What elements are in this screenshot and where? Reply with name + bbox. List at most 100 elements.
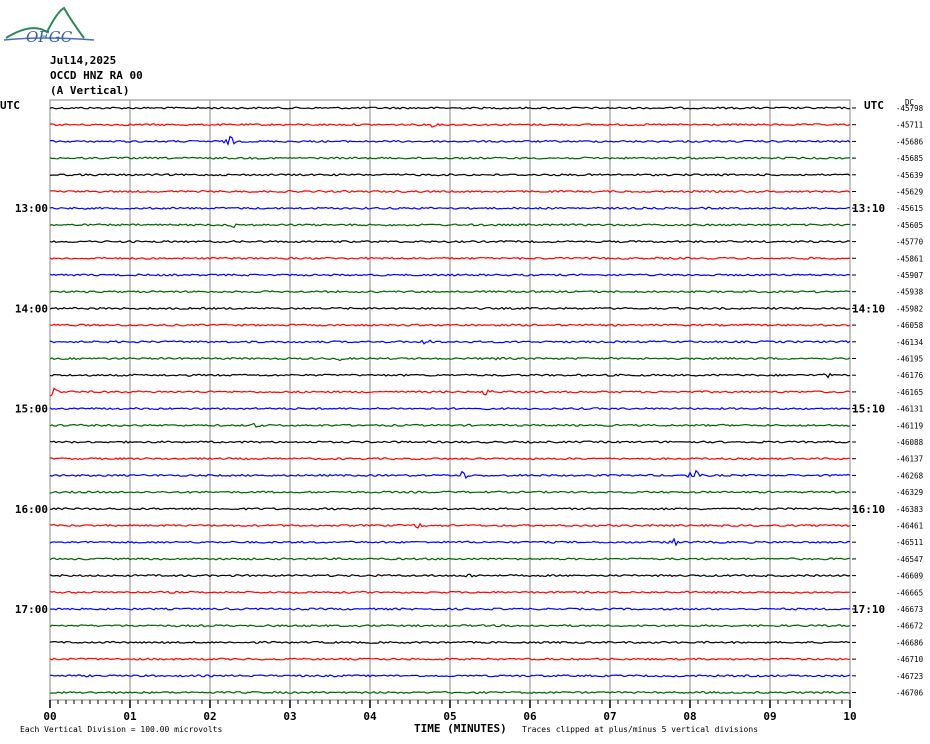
trace-line (49, 469, 851, 480)
left-hour-label: 14:00 (15, 302, 48, 315)
dc-offset-label: -46058 (896, 321, 924, 330)
dc-offset-label: -46383 (896, 505, 923, 514)
trace-line (49, 356, 851, 362)
dc-offset-label: -45770 (896, 238, 924, 247)
dc-offset-label: -45686 (896, 137, 924, 146)
left-hour-label: 15:00 (15, 403, 48, 416)
right-hour-label: 17:10 (852, 603, 885, 616)
dc-offset-label: -46329 (896, 488, 923, 497)
trace-line (49, 624, 851, 628)
dc-offset-label: -45861 (896, 254, 923, 263)
dc-offset-label: -45629 (896, 188, 923, 197)
dc-offset-label: -46686 (896, 638, 924, 647)
dc-offset-label: -46609 (896, 572, 923, 581)
dc-offset-label: -46137 (896, 455, 923, 464)
dc-label: DC (905, 98, 915, 107)
trace-line (49, 223, 851, 229)
trace-line (49, 173, 851, 177)
dc-offset-label: -46195 (896, 355, 923, 364)
trace-line (49, 537, 851, 547)
dc-offset-label: -46176 (896, 371, 924, 380)
dc-offset-label: -45798 (896, 104, 924, 113)
trace-line (49, 607, 851, 611)
dc-offset-label: -45605 (896, 221, 923, 230)
trace-line (49, 657, 851, 661)
dc-offset-label: -45982 (896, 304, 923, 313)
dc-offset-label: -45685 (896, 154, 923, 163)
dc-offset-label: -45639 (896, 171, 923, 180)
left-hour-label: 16:00 (15, 503, 48, 516)
dc-offset-label: -46119 (896, 421, 923, 430)
trace-line (49, 557, 851, 561)
dc-offset-label: -45615 (896, 204, 923, 213)
dc-offset-label: -46673 (896, 605, 923, 614)
trace-line (49, 440, 851, 444)
dc-offset-label: -46665 (896, 588, 923, 597)
x-tick-label: 03 (283, 710, 296, 723)
right-hour-label: 16:10 (852, 503, 885, 516)
dc-offset-label: -45711 (896, 121, 923, 130)
logo-icon: OFGC (3, 6, 95, 46)
x-tick-label: 07 (603, 710, 616, 723)
trace-line (49, 674, 851, 678)
x-tick-label: 04 (363, 710, 377, 723)
x-tick-label: 05 (443, 710, 456, 723)
dc-offset-label: -46268 (896, 471, 924, 480)
trace-line (49, 490, 851, 494)
dc-offset-label: -46706 (896, 689, 924, 698)
trace-line (49, 135, 851, 146)
svg-text:OFGC: OFGC (26, 28, 73, 46)
right-hour-label: 14:10 (852, 302, 885, 315)
x-axis-title: TIME (MINUTES) (414, 722, 507, 735)
trace-line (49, 106, 851, 110)
right-hour-label: 13:10 (852, 202, 885, 215)
trace-line (49, 640, 851, 645)
trace-line (49, 122, 851, 128)
dc-offset-label: -45938 (896, 288, 924, 297)
trace-line (49, 690, 851, 695)
header-date: Jul14,2025 (50, 54, 117, 67)
trace-line (49, 239, 851, 244)
trace-line (49, 590, 851, 594)
dc-offset-label: -45907 (896, 271, 923, 280)
trace-line (50, 507, 851, 511)
dc-offset-label: -46165 (896, 388, 923, 397)
footer-scale-note: Each Vertical Division = 100.00 microvol… (20, 725, 223, 734)
trace-line (49, 189, 851, 194)
x-tick-label: 10 (843, 710, 856, 723)
trace-line (49, 290, 851, 294)
trace-line (49, 323, 851, 327)
left-hour-label: 13:00 (15, 202, 48, 215)
trace-line (49, 522, 851, 529)
trace-line (49, 339, 851, 345)
trace-line (49, 573, 851, 578)
dc-offset-label: -46710 (896, 655, 924, 664)
trace-line (49, 372, 851, 379)
trace-line (49, 156, 851, 160)
x-tick-label: 06 (523, 710, 537, 723)
trace-line (49, 256, 851, 260)
right-utc-label: UTC (864, 99, 884, 112)
trace-line (49, 387, 851, 397)
x-tick-label: 00 (43, 710, 56, 723)
trace-line (49, 306, 851, 311)
dc-offset-label: -46672 (896, 622, 923, 631)
x-tick-label: 08 (683, 710, 696, 723)
dc-offset-label: -46511 (896, 538, 923, 547)
dc-offset-label: -46547 (896, 555, 923, 564)
dc-offset-label: -46723 (896, 672, 923, 681)
footer-clip-note: Traces clipped at plus/minus 5 vertical … (522, 725, 759, 734)
header-station: OCCD HNZ RA 00 (50, 69, 143, 82)
dc-offset-label: -46461 (896, 522, 923, 531)
x-tick-label: 09 (763, 710, 776, 723)
trace-line (49, 422, 851, 428)
trace-line (49, 206, 851, 210)
x-tick-label: 02 (203, 710, 216, 723)
trace-line (49, 457, 850, 461)
right-hour-label: 15:10 (852, 403, 885, 416)
logo: OFGC (2, 2, 112, 46)
dc-offset-label: -46088 (896, 438, 924, 447)
left-utc-label: UTC (0, 99, 20, 112)
header-component: (A Vertical) (50, 84, 130, 97)
